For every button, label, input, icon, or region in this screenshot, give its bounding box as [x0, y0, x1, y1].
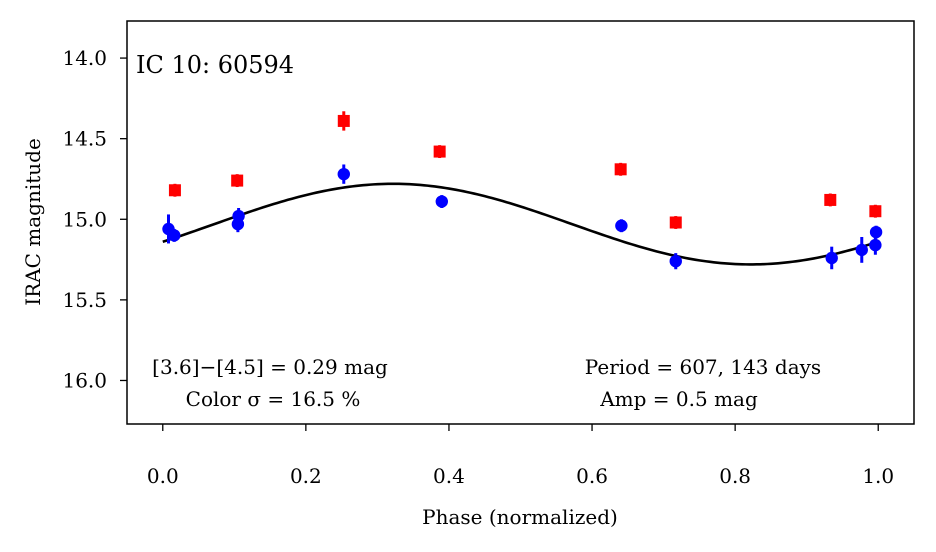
- red-square-point: [669, 216, 682, 229]
- chart-marks: [162, 111, 883, 270]
- y-axis-label: IRAC magnitude: [21, 138, 45, 306]
- red-square-point: [824, 193, 837, 206]
- color-index-annotation: [3.6]−[4.5] = 0.29 mag: [152, 355, 388, 379]
- red-square-point: [231, 174, 244, 187]
- red-square-point: [433, 145, 446, 158]
- blue-circle-point: [869, 225, 883, 239]
- blue-circle-point: [168, 229, 181, 242]
- model-fit-curve: [162, 182, 879, 266]
- red-square-point: [614, 163, 627, 176]
- period-annotation: Period = 607, 143 days: [585, 355, 821, 379]
- y-tick-label: 15.5: [62, 288, 107, 312]
- x-tick-label: 0.2: [290, 464, 322, 488]
- x-tick-label: 1.0: [862, 464, 894, 488]
- y-tick-label: 14.0: [62, 46, 107, 70]
- x-tick-label: 0.0: [147, 464, 179, 488]
- chart-title: IC 10: 60594: [136, 51, 294, 79]
- x-tick-label: 0.4: [433, 464, 465, 488]
- y-tick-label: 15.0: [62, 207, 107, 231]
- blue-circle-point: [669, 254, 682, 268]
- y-tick-label: 14.5: [62, 127, 107, 151]
- red-square-point: [337, 114, 350, 127]
- red-square-point: [168, 184, 181, 197]
- x-axis-label: Phase (normalized): [422, 505, 618, 529]
- blue-circle-point: [337, 167, 350, 181]
- blue-circle-point: [869, 238, 882, 252]
- amplitude-annotation: Amp = 0.5 mag: [599, 387, 758, 411]
- plot-frame: [126, 20, 915, 425]
- blue-circle-point: [232, 209, 245, 223]
- x-tick-label: 0.6: [576, 464, 608, 488]
- red-square-point: [869, 205, 882, 218]
- blue-circle-point: [825, 251, 838, 265]
- blue-circle-point: [615, 219, 628, 232]
- axis-ticks: 0.0 0.2 0.4 0.6 0.8 1.0 14.0 14.5 15.0 15.5 16.0: [62, 46, 894, 488]
- color-sigma-annotation: Color σ = 16.5 %: [186, 387, 361, 411]
- blue-circle-point: [435, 195, 448, 208]
- y-tick-label: 16.0: [62, 368, 107, 392]
- blue-circle-point: [855, 243, 868, 257]
- x-tick-label: 0.8: [719, 464, 751, 488]
